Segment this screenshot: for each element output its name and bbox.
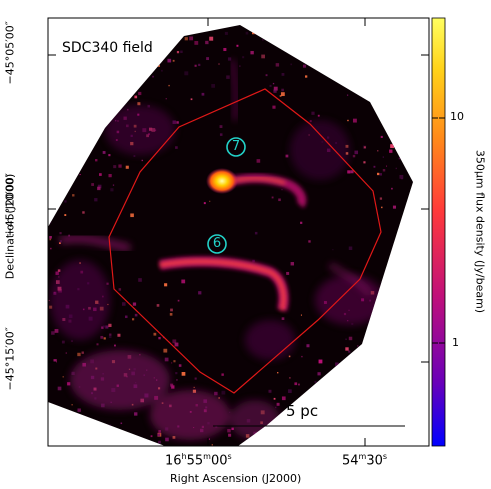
- y-tick-label-3: −45°15′00″: [3, 327, 17, 391]
- marker-7: [226, 137, 246, 157]
- y-axis-label: Declination (J2000): [3, 173, 17, 280]
- scale-bar-label: 5 pc: [286, 402, 319, 420]
- marker-6: [207, 234, 227, 254]
- marker-6-label: 6: [212, 236, 222, 251]
- contour-outline: [108, 88, 382, 394]
- plot-frame: [47, 17, 430, 447]
- y-axis-ticks: [48, 54, 429, 363]
- colorbar-label: 350μm flux density (Jy/beam): [473, 149, 487, 314]
- x-axis-ticks: [207, 18, 366, 446]
- x-axis-label: Right Ascension (J2000): [170, 472, 302, 485]
- colorbar-tick-10: 10: [450, 110, 464, 123]
- colorbar: [431, 17, 446, 447]
- map-image: [48, 25, 413, 446]
- colorbar-tick-1: 1: [452, 336, 459, 349]
- diffuse-emission: [50, 105, 385, 440]
- marker-7-label: 7: [231, 139, 241, 154]
- y-tick-label-1: −45°05′00″: [3, 21, 17, 85]
- field-label: SDC340 field: [62, 40, 153, 56]
- y-tick-label-container-1: −45°05′00″: [4, 21, 17, 86]
- bright-core: [206, 168, 238, 194]
- colorbar-ticks: [432, 117, 445, 344]
- y-tick-label-container-3: −45°15′00″: [4, 327, 17, 392]
- x-tick-label-2: 54m30s: [342, 452, 388, 469]
- x-tick-label-1: 16h55m00s: [165, 452, 232, 469]
